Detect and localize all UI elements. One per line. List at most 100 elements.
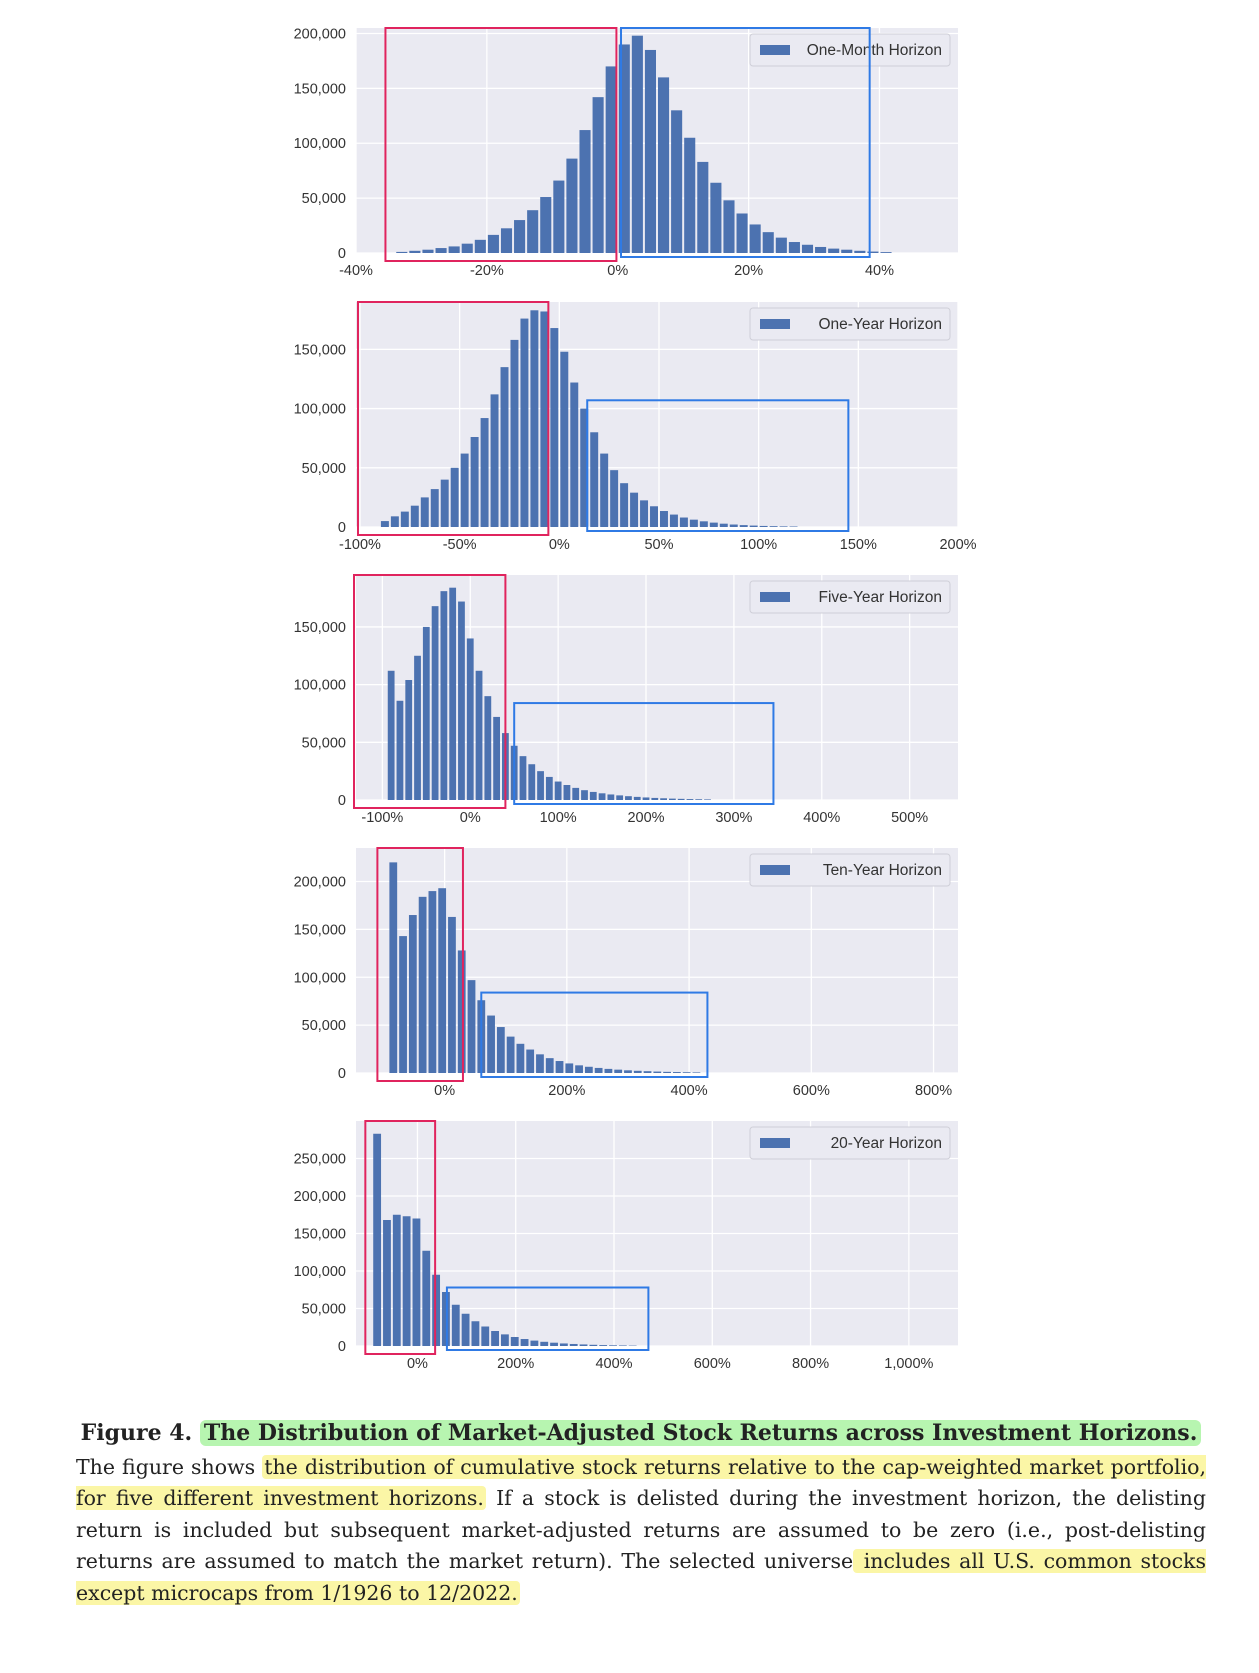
histogram-bar (605, 66, 617, 253)
y-tick-label: 0 (338, 1066, 346, 1082)
histogram-bar (506, 1036, 515, 1073)
histogram-bar (449, 587, 457, 800)
x-tick-label: -40% (339, 263, 373, 279)
y-tick-label: 0 (338, 1339, 346, 1355)
histogram-bar (471, 1321, 480, 1346)
histogram-panel-4: 0% 200% 400% 600% 800% 0 50,000 100,000 150,000 2… (294, 847, 958, 1099)
histogram-bar (422, 626, 430, 800)
histogram-bar (671, 110, 683, 253)
histogram-bar (448, 246, 460, 253)
caption-text-2: If a stock is delisted during the invest… (76, 1486, 1206, 1573)
histogram-bar (554, 781, 562, 800)
histogram-bar (589, 1344, 598, 1346)
histogram-bar (620, 483, 629, 527)
x-tick-label: 0% (549, 537, 570, 553)
y-tick-label: 150,000 (294, 1227, 346, 1243)
histogram-bar (460, 453, 469, 527)
histogram-bar (633, 796, 641, 800)
histogram-bar (516, 1043, 525, 1073)
histogram-bar (537, 771, 544, 800)
legend-label: 20-Year Horizon (831, 1135, 942, 1152)
histogram-bar (458, 601, 465, 800)
histogram-bar (510, 339, 519, 527)
histogram-bar (530, 310, 539, 527)
histogram-bar (669, 514, 678, 527)
y-tick-label: 50,000 (302, 1302, 346, 1318)
histogram-bar (545, 1058, 554, 1073)
histogram-bar (540, 1341, 549, 1346)
x-tick-label: 100% (740, 537, 777, 553)
figure-caption: Figure 4. The Distribution of Market-Adj… (76, 1418, 1207, 1609)
histogram-bar (854, 250, 866, 253)
histogram-bar (402, 1216, 411, 1346)
histogram-bar (400, 511, 409, 527)
legend-box (749, 853, 951, 887)
red-highlight-box (376, 847, 464, 1082)
histogram-bar (589, 791, 597, 800)
histogram-bar (563, 785, 571, 800)
legend-box (749, 580, 951, 614)
histogram-bar (457, 950, 466, 1073)
histogram-bar (867, 251, 879, 253)
histogram-bar (555, 1061, 564, 1073)
y-tick-label: 200,000 (294, 26, 346, 42)
histogram-bar (736, 213, 748, 253)
histogram-bar (380, 521, 389, 527)
x-tick-label: 200% (497, 1356, 534, 1372)
histogram-bar (514, 220, 526, 253)
histogram-bar (480, 418, 489, 527)
histogram-bar (704, 799, 711, 800)
y-tick-label: 50,000 (302, 191, 346, 207)
histogram-bar (500, 1334, 509, 1346)
histogram-bar (775, 237, 787, 253)
histogram-bar (650, 506, 658, 527)
histogram-bar (565, 1063, 574, 1073)
x-tick-label: 50% (644, 537, 673, 553)
histogram-bar (487, 1015, 495, 1073)
histogram-bar (487, 234, 499, 253)
y-tick-label: 150,000 (294, 342, 346, 358)
histogram-bar (642, 797, 650, 800)
histogram-bar (470, 437, 479, 527)
histogram-bar (762, 232, 774, 253)
histogram-bar (451, 1304, 460, 1346)
histogram-bar (440, 591, 448, 800)
histogram-bar (625, 796, 632, 800)
blue-highlight-box (513, 702, 775, 805)
histogram-bar (695, 799, 703, 800)
histogram-bar (540, 311, 549, 527)
histogram-bar (841, 249, 853, 253)
histogram-bar (545, 776, 553, 800)
histogram-bar (520, 1339, 529, 1346)
x-tick-label: 20% (734, 263, 763, 279)
histogram-panel-3: -100% 0% 100% 200% 300% 400% 500% 0 50,000 100,00… (294, 574, 958, 826)
histogram-bar (430, 489, 439, 527)
histogram-bar (598, 793, 606, 800)
legend-swatch (760, 319, 790, 329)
histogram-bar (373, 1133, 382, 1346)
y-tick-label: 50,000 (302, 1018, 346, 1034)
histogram-bar (630, 492, 639, 527)
histogram-bar (390, 516, 399, 527)
histogram-bar (420, 497, 429, 527)
histogram-bar (672, 1072, 681, 1073)
histogram-bar (491, 1331, 499, 1346)
histogram-bar (399, 936, 407, 1073)
histogram-bar (450, 467, 459, 527)
legend-swatch (760, 1138, 790, 1148)
histogram-bar (699, 521, 708, 527)
histogram-bar (749, 525, 758, 527)
y-tick-label: 100,000 (294, 678, 346, 694)
histogram-bar (500, 228, 513, 253)
histogram-bar (435, 248, 447, 253)
histogram-bar (527, 210, 539, 253)
histogram-bar (510, 1337, 519, 1346)
legend-box (749, 1126, 951, 1160)
histogram-bar (530, 1340, 539, 1346)
histogram-bar (614, 1069, 623, 1073)
histogram-panel-2: -100% -50% 0% 50% 100% 150% 200% 0 50,000 100,000… (294, 301, 977, 553)
histogram-bar (536, 1054, 544, 1073)
histogram-bar (668, 798, 676, 800)
legend-box (749, 33, 951, 67)
histogram-bar (490, 394, 499, 527)
